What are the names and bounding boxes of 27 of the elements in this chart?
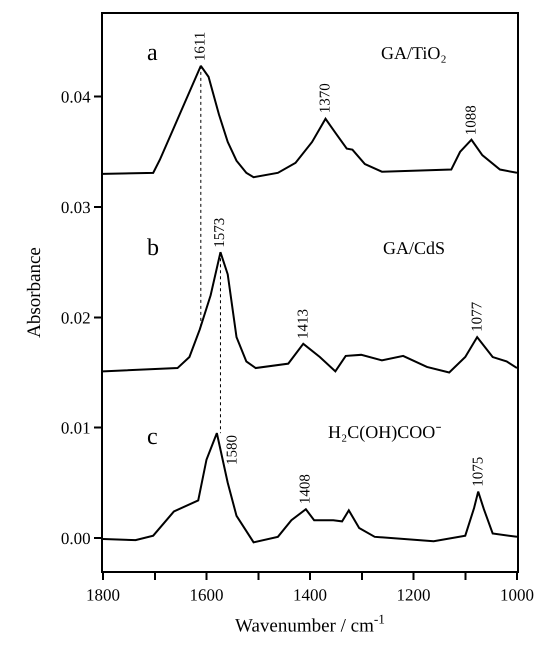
annotation: GA/TiO₂ <box>381 43 447 63</box>
x-tick-label: 1800 <box>86 585 120 604</box>
annotation: 1573 <box>212 218 228 248</box>
y-tick-label: 0.02 <box>60 308 91 328</box>
annotation: 1413 <box>295 309 312 340</box>
x-axis-title: Wavenumber / cm$^{-1}$ <box>235 612 385 637</box>
annotation: 1408 <box>298 474 314 504</box>
y-tick-label: 0.01 <box>60 418 91 438</box>
y-tick-label: 0.04 <box>60 88 92 107</box>
annotation: 1075 <box>470 456 487 487</box>
y-axis-title: Absorbance <box>24 247 46 338</box>
annotation: 1370 <box>318 83 334 114</box>
annotation: c <box>147 424 158 450</box>
annotation: 1077 <box>469 301 486 332</box>
annotation: GA/CdS <box>383 238 446 258</box>
annotation: 1580 <box>224 434 241 465</box>
x-tick-label: 1600 <box>190 585 224 604</box>
x-tick-label: 1200 <box>396 585 430 604</box>
annotation: a <box>147 40 158 66</box>
y-tick-label: 0.03 <box>60 198 91 217</box>
annotation: 1611 <box>192 32 208 62</box>
annotation: b <box>147 235 159 261</box>
x-tick-label: 1400 <box>293 585 327 604</box>
annotation: H₂C(OH)COO⁻ <box>328 422 442 442</box>
y-tick-label: 0.00 <box>60 528 91 548</box>
annotation: 1088 <box>464 105 480 136</box>
x-tick-label: 1000 <box>500 585 534 604</box>
